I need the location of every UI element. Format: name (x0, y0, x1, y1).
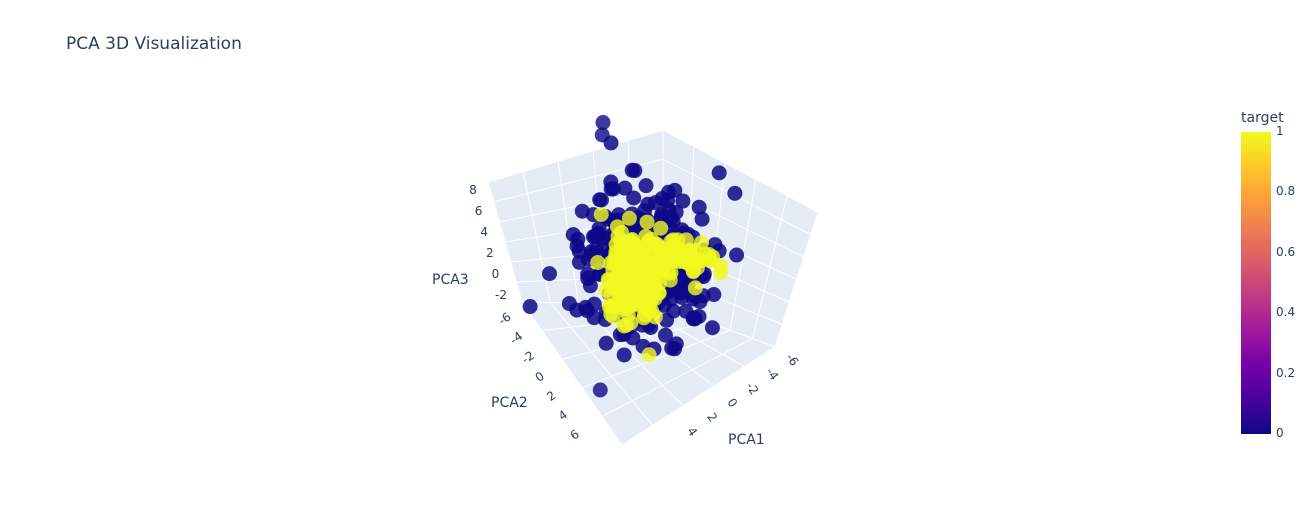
point-target-0 (727, 186, 742, 201)
point-target-0 (712, 165, 727, 180)
point-target-0 (562, 296, 577, 311)
colorbar-tick-label: 0.6 (1276, 245, 1295, 259)
point-target-1 (615, 299, 630, 314)
point-target-0 (729, 248, 744, 263)
point-target-1 (640, 215, 655, 230)
point-target-1 (698, 247, 713, 262)
colorbar-tick-label: 0.4 (1276, 305, 1295, 319)
x-tick-label: -4 (763, 365, 781, 383)
x-axis-label: PCA1 (728, 432, 765, 448)
point-target-1 (594, 207, 609, 222)
point-target-1 (683, 244, 698, 259)
point-target-0 (705, 320, 720, 335)
point-target-0 (606, 181, 621, 196)
point-target-1 (622, 211, 637, 226)
point-outlier (594, 193, 609, 208)
point-target-1 (636, 310, 651, 325)
point-target-1 (652, 286, 667, 301)
z-tick-label: 0 (492, 267, 500, 281)
colorbar-tick-label: 0 (1276, 426, 1284, 440)
point-target-0 (639, 178, 654, 193)
point-target-0 (692, 200, 707, 215)
point-target-1 (653, 221, 668, 236)
point-target-0 (655, 191, 670, 206)
point-target-0 (523, 299, 538, 314)
z-tick-label: 8 (469, 183, 477, 197)
z-tick-label: 6 (475, 204, 483, 218)
point-target-1 (590, 255, 605, 270)
point-target-1 (642, 347, 657, 362)
point-target-1 (617, 318, 632, 333)
point-target-0 (542, 266, 557, 281)
point-target-0 (580, 303, 595, 318)
y-tick-label: -6 (496, 310, 514, 328)
point-target-0 (686, 311, 701, 326)
point-target-1 (632, 276, 647, 291)
point-target-1 (622, 233, 637, 248)
z-tick-label: -2 (495, 288, 507, 302)
y-tick-label: 2 (544, 388, 558, 404)
point-target-0 (658, 328, 673, 343)
colorbar (1241, 132, 1271, 434)
point-target-1 (713, 265, 728, 280)
y-axis-label: PCA2 (491, 395, 528, 411)
z-tick-label: 4 (480, 225, 488, 239)
point-target-0 (617, 347, 632, 362)
colorbar-tick-label: 1 (1276, 124, 1284, 138)
point-target-0 (572, 244, 587, 259)
z-tick-label: 2 (486, 246, 494, 260)
point-outlier (595, 128, 610, 143)
point-target-0 (669, 205, 684, 220)
x-tick-label: -6 (783, 351, 801, 369)
y-tick-label: 0 (533, 369, 547, 385)
point-target-1 (688, 280, 703, 295)
colorbar-tick-label: 0.2 (1276, 366, 1295, 380)
y-tick-label: 6 (568, 427, 582, 443)
point-target-0 (590, 228, 605, 243)
x-tick-label: 0 (724, 396, 740, 410)
y-tick-label: -2 (519, 348, 537, 366)
point-target-0 (625, 163, 640, 178)
x-tick-label: -2 (743, 380, 761, 398)
z-axis-label: PCA3 (432, 272, 469, 288)
y-tick-label: -4 (507, 329, 525, 347)
point-target-0 (599, 336, 614, 351)
point-target-1 (614, 257, 629, 272)
x-tick-label: 2 (704, 410, 720, 424)
colorbar-tick-label: 0.8 (1276, 184, 1295, 198)
point-target-1 (616, 278, 631, 293)
point-target-1 (652, 256, 667, 271)
x-tick-label: 4 (684, 425, 700, 439)
point-outlier (593, 383, 608, 398)
y-tick-label: 4 (556, 407, 570, 423)
